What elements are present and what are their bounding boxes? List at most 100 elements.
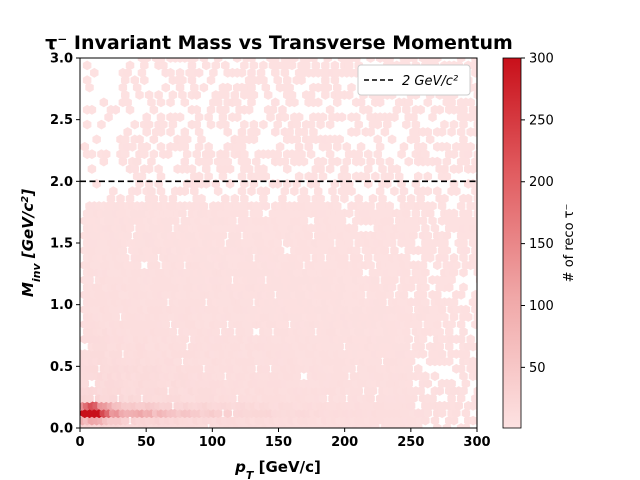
x-tick-label-0: 0 bbox=[75, 435, 84, 450]
hex-cell bbox=[444, 326, 454, 337]
hex-cell bbox=[118, 82, 128, 93]
hex-cell bbox=[294, 141, 304, 152]
hex-cell bbox=[109, 186, 118, 197]
hex-cell bbox=[275, 245, 285, 256]
hex-cell bbox=[168, 193, 178, 204]
hex-cell bbox=[130, 119, 140, 130]
hex-cell bbox=[173, 356, 182, 367]
hex-cell bbox=[273, 238, 282, 248]
hex-cell bbox=[221, 90, 230, 100]
hex-cell bbox=[85, 82, 94, 93]
hex-cell bbox=[471, 82, 477, 93]
hex-cell bbox=[368, 386, 378, 396]
hex-cell bbox=[199, 58, 209, 63]
hex-cell bbox=[256, 67, 266, 78]
hex-cell bbox=[409, 112, 418, 123]
hex-cell bbox=[247, 363, 256, 374]
hex-cell bbox=[206, 104, 216, 115]
hex-cell bbox=[430, 223, 440, 234]
hex-cell bbox=[232, 58, 242, 63]
hex-cell bbox=[304, 141, 313, 152]
hex-cell bbox=[280, 156, 290, 167]
hex-cell bbox=[414, 319, 423, 330]
chart-title: τ⁻ Invariant Mass vs Transverse Momentum bbox=[45, 32, 513, 54]
hex-cell bbox=[347, 82, 356, 93]
hex-cell bbox=[340, 371, 349, 382]
hex-cell bbox=[106, 193, 116, 204]
hex-cell bbox=[380, 245, 390, 256]
hex-cell bbox=[452, 186, 461, 197]
hex-cell bbox=[113, 349, 123, 359]
hex-cell bbox=[378, 193, 387, 204]
hex-cell bbox=[390, 275, 399, 285]
hex-cell bbox=[309, 58, 318, 63]
hex-cell bbox=[375, 186, 385, 197]
hex-cell bbox=[418, 141, 428, 152]
hex-cell bbox=[321, 60, 330, 71]
hex-cell bbox=[342, 141, 352, 152]
hex-cell bbox=[218, 171, 228, 182]
hex-cell bbox=[132, 260, 142, 271]
hex-cell bbox=[132, 393, 142, 404]
hex-cell bbox=[459, 252, 468, 263]
hex-cell bbox=[425, 208, 435, 219]
hex-cell bbox=[423, 408, 433, 419]
hex-cell bbox=[421, 282, 430, 293]
hex-cell bbox=[218, 319, 228, 330]
hex-cell bbox=[197, 297, 206, 308]
hex-cell bbox=[297, 75, 306, 86]
hex-cell bbox=[123, 127, 132, 137]
hex-cell bbox=[271, 97, 280, 108]
hex-cell bbox=[273, 149, 282, 160]
hex-cell bbox=[440, 164, 449, 174]
hex-cell bbox=[302, 60, 311, 71]
hex-cell bbox=[199, 201, 209, 211]
hex-cell bbox=[187, 75, 197, 86]
hex-cell bbox=[347, 186, 356, 197]
hex-cell bbox=[340, 164, 349, 174]
hex-cell bbox=[456, 334, 466, 345]
hex-cell bbox=[299, 186, 309, 197]
hex-cell bbox=[125, 223, 135, 234]
hex-cell bbox=[397, 149, 406, 160]
hex-cell bbox=[404, 156, 413, 167]
hex-cell bbox=[435, 386, 444, 396]
hex-cell bbox=[442, 171, 452, 182]
hex-cell bbox=[354, 252, 363, 263]
hex-cell bbox=[318, 156, 328, 167]
hex-cell bbox=[390, 186, 399, 197]
hex-cell bbox=[230, 90, 240, 100]
hex-cell bbox=[461, 304, 471, 315]
hex-cell bbox=[404, 334, 413, 345]
hex-cell bbox=[206, 75, 216, 86]
hex-cell bbox=[471, 289, 477, 300]
x-axis-label: pT [GeV/c] bbox=[234, 458, 321, 480]
hex-cell bbox=[178, 75, 187, 86]
hex-cell bbox=[428, 215, 437, 226]
hex-cell bbox=[216, 371, 225, 382]
hex-cell bbox=[175, 82, 185, 93]
hex-cell bbox=[175, 67, 185, 78]
hex-cell bbox=[414, 171, 423, 182]
hex-cell bbox=[313, 97, 323, 108]
hex-cell bbox=[471, 319, 477, 330]
hex-cell bbox=[440, 119, 449, 130]
hex-cell bbox=[461, 423, 471, 428]
hex-cell bbox=[180, 97, 190, 108]
hex-cell bbox=[156, 97, 166, 108]
hex-cell bbox=[335, 134, 344, 145]
hex-cell bbox=[471, 112, 477, 123]
hex-cell bbox=[204, 171, 213, 182]
hex-cell bbox=[328, 186, 337, 197]
hex-cell bbox=[347, 363, 356, 374]
hex-cell bbox=[123, 67, 132, 78]
hex-cell bbox=[421, 267, 430, 278]
hex-cell bbox=[442, 156, 452, 167]
hex-cell bbox=[440, 252, 449, 263]
hex-cell bbox=[337, 112, 347, 123]
hex-cell bbox=[423, 97, 433, 108]
hex-cell bbox=[154, 164, 163, 174]
colorbar-ticks: 50 100 150 200 250 300 bbox=[521, 52, 554, 376]
hex-cell bbox=[423, 186, 433, 197]
hex-cell bbox=[244, 164, 254, 174]
